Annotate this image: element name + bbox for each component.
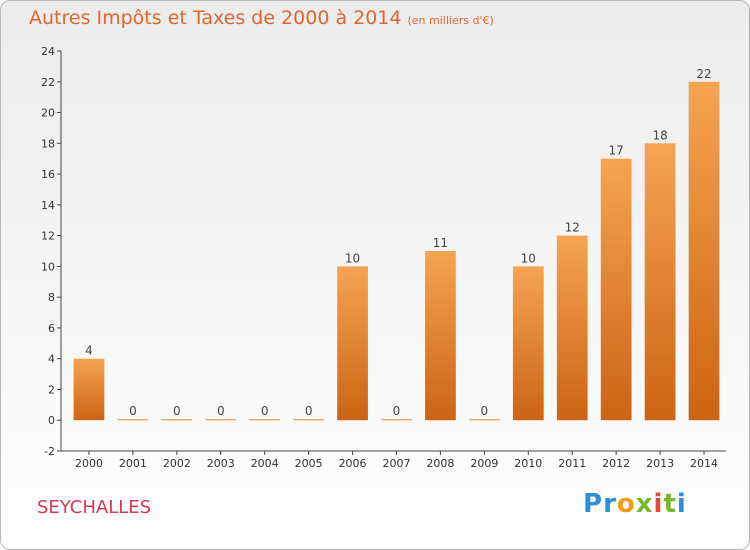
y-tick-label: 10 xyxy=(41,260,55,273)
bar xyxy=(117,419,149,421)
logo-letter: P xyxy=(583,489,604,519)
bar xyxy=(293,419,325,421)
x-tick-label: 2012 xyxy=(602,457,630,470)
bar xyxy=(205,419,237,421)
y-tick-label: 8 xyxy=(48,291,55,304)
bar xyxy=(425,251,456,421)
data-label: 0 xyxy=(305,404,313,418)
logo-letter: o xyxy=(616,489,636,519)
y-tick-label: 0 xyxy=(48,414,55,427)
chart-title-text: Autres Impôts et Taxes de 2000 à 2014 xyxy=(29,7,402,29)
x-tick-label: 2008 xyxy=(426,457,454,470)
x-tick-label: 2011 xyxy=(558,457,586,470)
y-tick-label: 2 xyxy=(48,383,55,396)
data-label: 12 xyxy=(565,221,580,235)
bar xyxy=(161,419,193,421)
bar xyxy=(600,158,632,421)
y-tick-label: 18 xyxy=(41,137,55,150)
data-label: 17 xyxy=(609,144,624,158)
y-tick-label: 16 xyxy=(41,168,55,181)
bar xyxy=(644,143,676,421)
bar xyxy=(688,81,720,421)
data-label: 10 xyxy=(345,251,360,265)
y-tick-label: 20 xyxy=(41,107,55,120)
x-tick-label: 2010 xyxy=(514,457,542,470)
data-label: 0 xyxy=(129,404,137,418)
x-tick-label: 2006 xyxy=(339,457,367,470)
x-tick-label: 2002 xyxy=(163,457,191,470)
logo-letter: t xyxy=(663,489,677,519)
bar xyxy=(337,266,368,421)
x-tick-label: 2000 xyxy=(75,457,103,470)
y-tick-label: -2 xyxy=(44,445,55,458)
data-label: 0 xyxy=(261,404,269,418)
data-label: 10 xyxy=(521,251,536,265)
data-label: 18 xyxy=(652,128,667,142)
proxiti-logo: Proxiti xyxy=(583,489,687,519)
y-tick-label: 12 xyxy=(41,230,55,243)
bar xyxy=(468,419,500,421)
y-tick-label: 4 xyxy=(48,353,55,366)
y-tick-label: 14 xyxy=(41,199,55,212)
data-label: 0 xyxy=(481,404,489,418)
x-tick-label: 2005 xyxy=(295,457,323,470)
chart-subtitle: (en milliers d'€) xyxy=(407,14,494,27)
data-label: 22 xyxy=(696,67,711,81)
logo-letter: x xyxy=(635,489,654,519)
commune-name: SEYCHALLES xyxy=(37,497,152,518)
data-label: 0 xyxy=(393,404,401,418)
bar xyxy=(556,235,588,421)
x-tick-label: 2003 xyxy=(207,457,235,470)
chart-title: Autres Impôts et Taxes de 2000 à 2014 (en… xyxy=(29,7,494,29)
y-tick-label: 24 xyxy=(41,45,55,58)
logo-letter: i xyxy=(676,489,687,519)
data-label: 11 xyxy=(433,236,448,250)
y-tick-label: 6 xyxy=(48,322,55,335)
bar xyxy=(249,419,281,421)
x-tick-label: 2009 xyxy=(470,457,498,470)
logo-letter: r xyxy=(603,489,617,519)
bar xyxy=(73,358,105,421)
x-tick-label: 2001 xyxy=(119,457,147,470)
y-tick-label: 22 xyxy=(41,76,55,89)
bar xyxy=(381,419,412,421)
x-tick-label: 2013 xyxy=(646,457,674,470)
x-tick-label: 2014 xyxy=(690,457,718,470)
bar xyxy=(512,266,544,421)
x-tick-label: 2004 xyxy=(251,457,279,470)
data-label: 0 xyxy=(217,404,225,418)
data-label: 0 xyxy=(173,404,181,418)
data-label: 4 xyxy=(85,344,93,358)
x-tick-label: 2007 xyxy=(383,457,411,470)
logo-letter: i xyxy=(653,489,664,519)
